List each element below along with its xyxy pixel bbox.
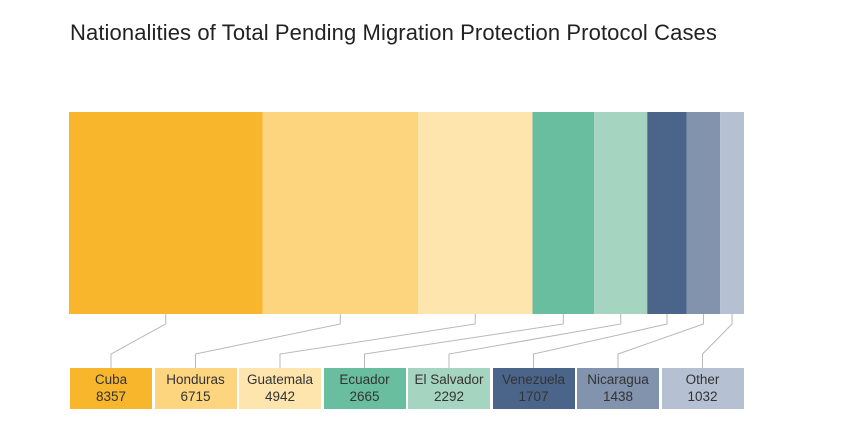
category-value: 4942 xyxy=(264,389,296,404)
category-label-nicaragua: Nicaragua 1438 xyxy=(577,368,659,409)
category-name: Nicaragua xyxy=(587,372,649,387)
category-label-cuba: Cuba 8357 xyxy=(70,368,152,409)
category-name: El Salvador xyxy=(414,372,484,387)
bar-segment-cuba xyxy=(69,112,263,314)
category-name: Guatemala xyxy=(246,372,314,387)
leader-line xyxy=(448,314,622,368)
category-name: Venezuela xyxy=(501,372,566,387)
bar-segment-other xyxy=(720,112,744,314)
category-name: Ecuador xyxy=(339,372,390,387)
category-name: Cuba xyxy=(94,372,128,387)
category-label-venezuela: Venezuela 1707 xyxy=(492,368,575,409)
bar-segment-nicaragua xyxy=(686,112,721,314)
leader-line xyxy=(279,314,476,368)
category-label-other: Other 1032 xyxy=(661,368,744,409)
bar-segment-el-salvador xyxy=(594,112,648,314)
category-name: Honduras xyxy=(166,372,225,387)
category-name: Other xyxy=(685,372,720,387)
category-label-guatemala: Guatemala 4942 xyxy=(239,368,321,409)
category-value: 6715 xyxy=(180,389,211,404)
category-value: 2292 xyxy=(433,389,465,404)
bar-segment-honduras xyxy=(262,112,419,314)
leader-line xyxy=(195,314,341,368)
category-value: 2665 xyxy=(349,389,380,404)
leader-line xyxy=(533,314,668,368)
chart-title: Nationalities of Total Pending Migration… xyxy=(70,20,717,45)
category-value: 8357 xyxy=(95,389,127,404)
category-label-el-salvador: El Salvador 2292 xyxy=(408,368,490,409)
leader-line xyxy=(702,314,733,368)
leader-line xyxy=(364,314,564,368)
bar-segment-ecuador xyxy=(532,112,595,314)
category-value: 1438 xyxy=(602,389,634,404)
category-label-ecuador: Ecuador 2665 xyxy=(323,368,406,409)
bar-segment-venezuela xyxy=(647,112,687,314)
category-label-honduras: Honduras 6715 xyxy=(154,368,237,409)
bar-segment-guatemala xyxy=(418,112,533,314)
category-value: 1032 xyxy=(687,389,718,404)
leader-line xyxy=(617,314,704,368)
leader-line xyxy=(110,314,167,368)
category-value: 1707 xyxy=(518,389,549,404)
